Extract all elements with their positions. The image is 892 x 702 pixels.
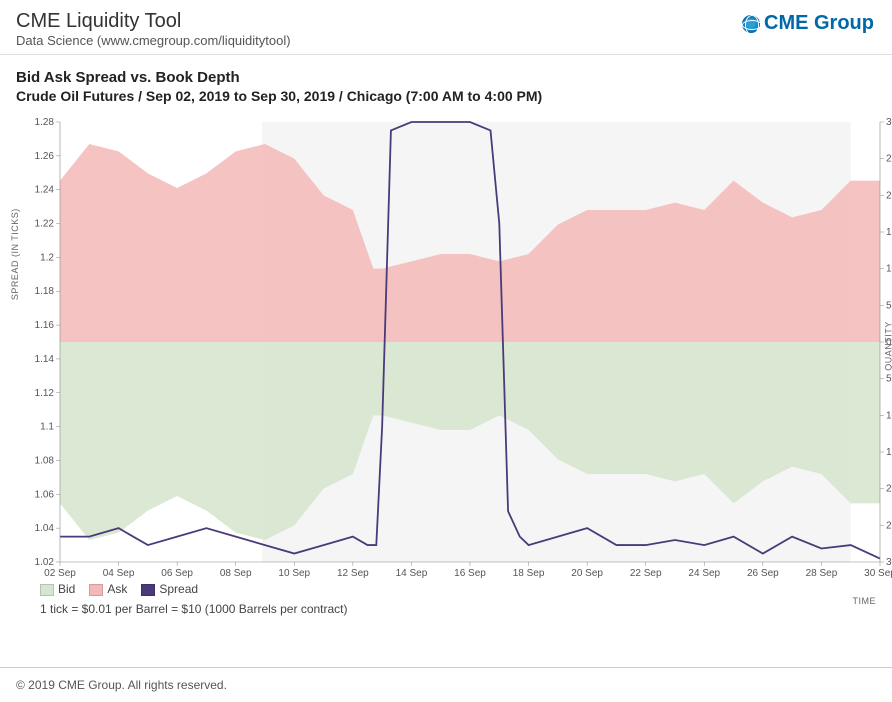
svg-text:1.16: 1.16 xyxy=(35,320,55,331)
chart-subtitle: Crude Oil Futures / Sep 02, 2019 to Sep … xyxy=(16,88,876,104)
svg-text:12 Sep: 12 Sep xyxy=(337,568,369,579)
svg-text:1.1: 1.1 xyxy=(40,422,54,433)
svg-text:1.12: 1.12 xyxy=(35,388,55,399)
svg-text:10: 10 xyxy=(886,410,892,421)
svg-text:02 Sep: 02 Sep xyxy=(44,568,76,579)
chart-title: Bid Ask Spread vs. Book Depth xyxy=(16,69,876,86)
legend-item: Ask xyxy=(89,582,127,596)
svg-text:1.08: 1.08 xyxy=(35,455,55,466)
svg-text:25: 25 xyxy=(886,154,892,165)
svg-text:08 Sep: 08 Sep xyxy=(220,568,252,579)
svg-text:1.22: 1.22 xyxy=(35,219,55,230)
svg-text:06 Sep: 06 Sep xyxy=(161,568,193,579)
footer: © 2019 CME Group. All rights reserved. xyxy=(0,667,892,702)
svg-text:25: 25 xyxy=(886,520,892,531)
logo-text: CME Group xyxy=(764,12,874,35)
globe-icon xyxy=(742,15,760,33)
svg-text:15: 15 xyxy=(886,227,892,238)
svg-text:1.2: 1.2 xyxy=(40,252,54,263)
svg-text:26 Sep: 26 Sep xyxy=(747,568,779,579)
svg-text:28 Sep: 28 Sep xyxy=(806,568,838,579)
svg-text:20: 20 xyxy=(886,484,892,495)
chart-titles: Bid Ask Spread vs. Book Depth Crude Oil … xyxy=(0,55,892,108)
tool-subtitle: Data Science (www.cmegroup.com/liquidity… xyxy=(16,33,876,48)
svg-text:18 Sep: 18 Sep xyxy=(513,568,545,579)
svg-text:10: 10 xyxy=(886,264,892,275)
svg-text:15: 15 xyxy=(886,447,892,458)
header: CME Liquidity Tool Data Science (www.cme… xyxy=(0,0,892,55)
legend-swatch xyxy=(40,584,54,596)
svg-text:5: 5 xyxy=(886,300,892,311)
y-left-axis-label: SPREAD (IN TICKS) xyxy=(10,208,20,300)
chart-svg: 1.02 1.04 1.06 1.08 1.1 1.12 1.14 1.16 1.18 1.2 1.… xyxy=(16,116,892,584)
legend-item: Bid xyxy=(40,582,75,596)
chart-area: 1.02 1.04 1.06 1.08 1.1 1.12 1.14 1.16 1.18 1.2 1.… xyxy=(16,116,876,576)
svg-text:30: 30 xyxy=(886,117,892,128)
svg-text:04 Sep: 04 Sep xyxy=(103,568,135,579)
svg-text:14 Sep: 14 Sep xyxy=(396,568,428,579)
svg-text:22 Sep: 22 Sep xyxy=(630,568,662,579)
copyright-text: © 2019 CME Group. All rights reserved. xyxy=(16,678,227,692)
svg-text:1.02: 1.02 xyxy=(35,557,55,568)
svg-text:5: 5 xyxy=(886,374,892,385)
svg-text:30 Sep: 30 Sep xyxy=(864,568,892,579)
svg-text:1.18: 1.18 xyxy=(35,286,55,297)
x-axis-label: TIME xyxy=(853,596,877,606)
svg-text:1.24: 1.24 xyxy=(35,185,55,196)
svg-text:30: 30 xyxy=(886,557,892,568)
svg-text:20: 20 xyxy=(886,190,892,201)
svg-text:1.26: 1.26 xyxy=(35,151,55,162)
legend-item: Spread xyxy=(141,582,198,596)
y-right-axis-label: QUANTITY xyxy=(884,321,892,371)
svg-text:24 Sep: 24 Sep xyxy=(688,568,720,579)
legend-swatch xyxy=(141,584,155,596)
svg-text:10 Sep: 10 Sep xyxy=(278,568,310,579)
svg-text:20 Sep: 20 Sep xyxy=(571,568,603,579)
svg-text:1.04: 1.04 xyxy=(35,523,55,534)
cme-logo: CME Group xyxy=(742,12,874,35)
legend-swatch xyxy=(89,584,103,596)
legend-label: Ask xyxy=(107,582,127,596)
legend-label: Bid xyxy=(58,582,75,596)
svg-text:1.14: 1.14 xyxy=(35,354,55,365)
tick-note: 1 tick = $0.01 per Barrel = $10 (1000 Ba… xyxy=(0,598,892,616)
legend-label: Spread xyxy=(159,582,198,596)
svg-text:1.28: 1.28 xyxy=(35,117,55,128)
svg-text:16 Sep: 16 Sep xyxy=(454,568,486,579)
svg-text:1.06: 1.06 xyxy=(35,489,55,500)
